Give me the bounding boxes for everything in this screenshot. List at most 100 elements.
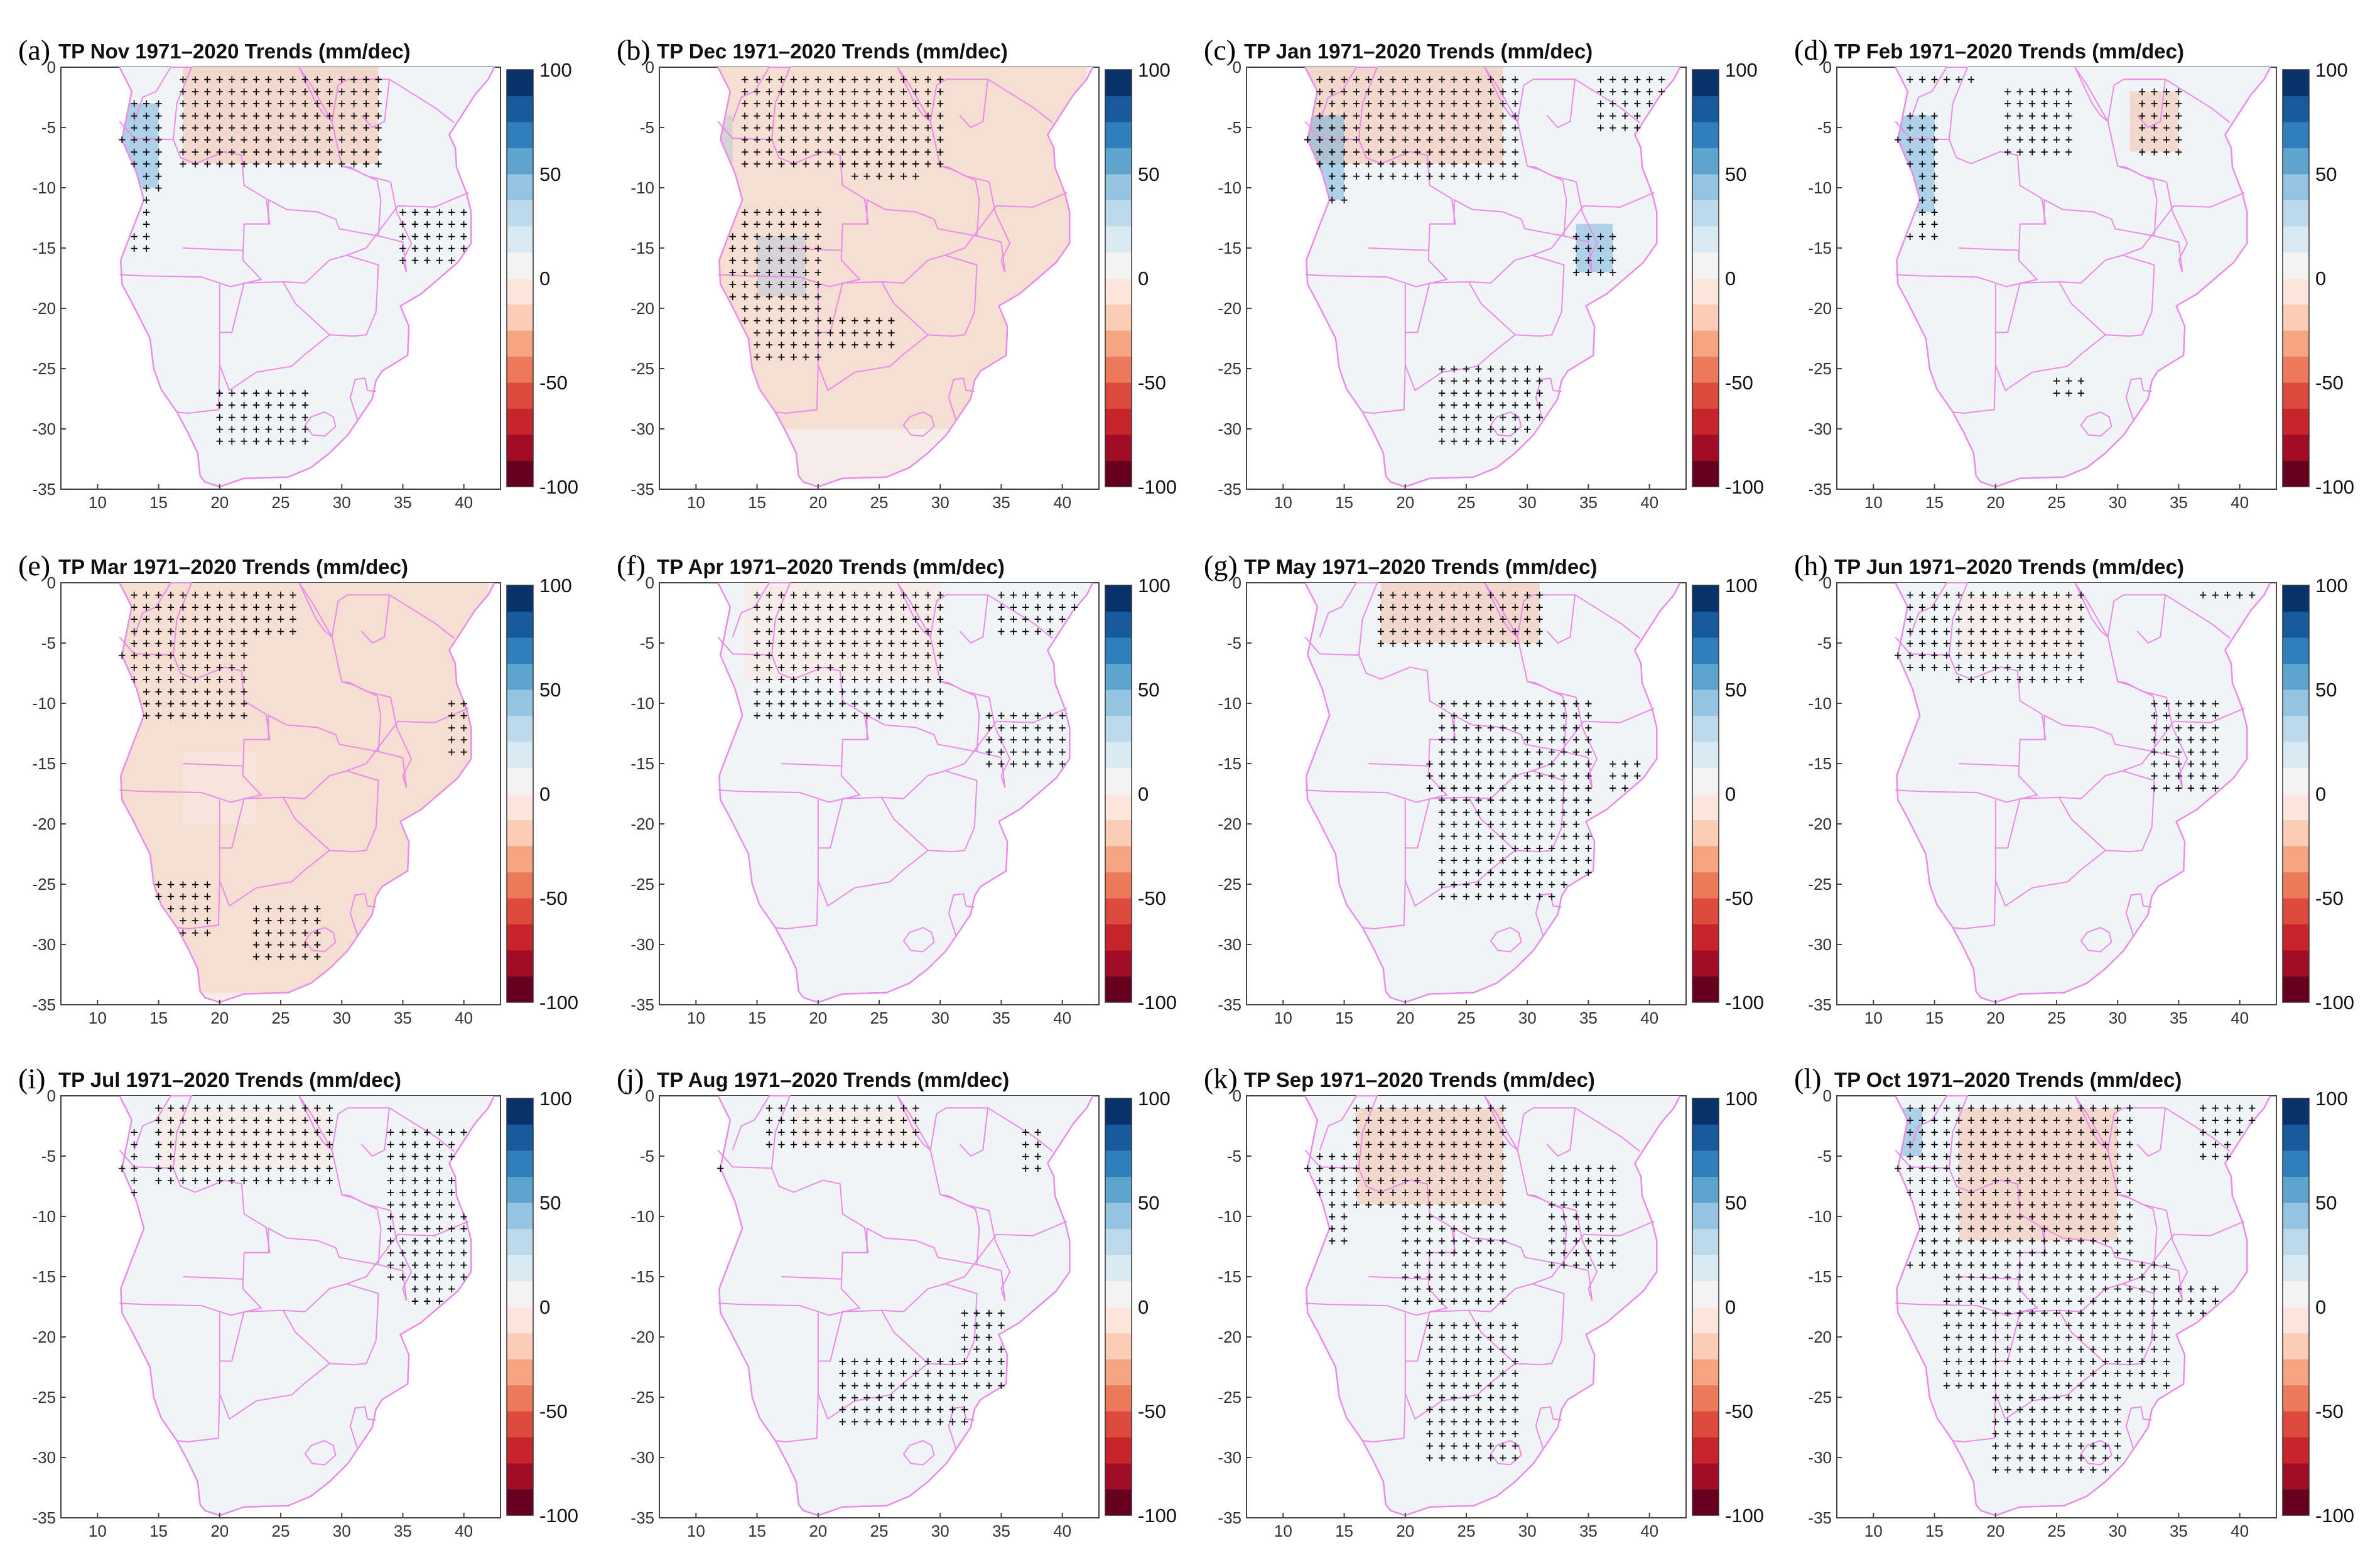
significance-plus: + (326, 144, 333, 159)
colorbar-swatch (507, 1228, 533, 1255)
significance-plus: + (1438, 756, 1446, 771)
significance-plus: + (1955, 587, 1962, 602)
significance-plus: + (216, 1100, 224, 1115)
colorbar-swatch (2283, 70, 2309, 96)
significance-plus: + (301, 433, 309, 448)
significance-plus: + (1451, 732, 1458, 747)
significance-plus: + (1621, 72, 1629, 87)
significance-plus: + (826, 1137, 834, 1152)
significance-plus: + (1438, 828, 1446, 843)
colorbar-tick-label: -100 (539, 476, 578, 498)
significance-plus: + (265, 587, 273, 602)
colorbar-swatch (1105, 200, 1132, 227)
significance-plus: + (1943, 647, 1950, 663)
significance-plus: + (1341, 108, 1348, 123)
significance-plus: + (2089, 1462, 2097, 1477)
significance-plus: + (1463, 156, 1470, 171)
significance-plus: + (754, 252, 761, 268)
significance-plus: + (1365, 108, 1372, 123)
significance-plus: + (802, 313, 809, 328)
significance-plus: + (1979, 636, 1987, 651)
significance-plus: + (1377, 96, 1385, 111)
country-border (1517, 594, 1640, 639)
x-tick-label: 15 (1335, 1522, 1353, 1540)
colorbar-swatch (1692, 820, 1719, 847)
significance-plus: + (411, 204, 419, 219)
map-panel: (d) TP Feb 1971–2020 Trends (mm/dec)+ + + + +… (1794, 34, 2354, 512)
significance-plus: + (1463, 804, 1470, 820)
y-tick-label: -10 (32, 694, 56, 713)
significance-plus: + (863, 144, 871, 159)
country-border (119, 1149, 271, 1316)
significance-plus: + (875, 132, 883, 147)
significance-plus: + (338, 144, 345, 159)
significance-plus: + (2151, 780, 2158, 795)
significance-plus: + (1463, 756, 1470, 771)
significance-plus: + (1931, 120, 1939, 135)
x-tick-label: 25 (2048, 1009, 2066, 1027)
colorbar-tick-label: -50 (539, 887, 568, 909)
significance-plus: + (1463, 144, 1470, 159)
significance-plus: + (167, 636, 175, 651)
significance-plus: + (1022, 624, 1029, 639)
colorbar-swatch (507, 174, 533, 200)
y-tick-label: -30 (630, 1448, 654, 1467)
significance-plus: + (2212, 587, 2219, 602)
significance-plus: + (1536, 409, 1544, 425)
significance-plus: + (1572, 804, 1580, 820)
significance-plus: + (1487, 624, 1495, 639)
significance-plus: + (301, 913, 309, 928)
significance-plus: + (2163, 756, 2170, 771)
significance-plus: + (118, 647, 126, 663)
country-border (1362, 284, 1406, 414)
significance-plus: + (1931, 108, 1939, 123)
significance-plus: + (1389, 636, 1397, 651)
significance-plus: + (936, 612, 944, 627)
significance-plus: + (814, 599, 822, 614)
colorbar-swatch (2283, 1385, 2309, 1412)
significance-plus: + (814, 132, 822, 147)
y-tick-label: 0 (47, 1086, 56, 1105)
significance-plus: + (1341, 120, 1348, 135)
colorbar-swatch (1692, 950, 1719, 976)
significance-plus: + (411, 229, 419, 244)
significance-plus: + (875, 156, 883, 171)
significance-plus: + (131, 96, 138, 111)
significance-plus: + (1512, 889, 1519, 904)
significance-plus: + (167, 612, 175, 627)
significance-plus: + (155, 684, 163, 699)
significance-plus: + (1943, 72, 1950, 87)
significance-plus: + (814, 612, 822, 627)
colorbar-swatch (1105, 1280, 1132, 1307)
significance-plus: + (1474, 768, 1482, 783)
significance-plus: + (936, 144, 944, 159)
significance-plus: + (265, 108, 273, 123)
significance-plus: + (301, 949, 309, 964)
significance-plus: + (2041, 587, 2048, 602)
y-tick-label: -10 (630, 694, 654, 713)
significance-plus: + (118, 132, 126, 147)
x-tick-label: 35 (992, 493, 1010, 512)
y-tick-label: 0 (646, 573, 654, 592)
colorbar-swatch (1692, 356, 1719, 383)
country-border (304, 927, 337, 953)
colorbar-swatch (1105, 382, 1132, 409)
significance-plus: + (1967, 1378, 1975, 1393)
significance-plus: + (1499, 624, 1506, 639)
x-tick-label: 20 (809, 493, 827, 512)
significance-plus: + (814, 647, 822, 663)
significance-plus: + (936, 1414, 944, 1429)
significance-plus: + (924, 156, 932, 171)
colorbar-frame (1692, 585, 1719, 1003)
significance-plus: + (2151, 696, 2158, 711)
significance-plus: + (1426, 84, 1434, 99)
significance-plus: + (1487, 361, 1495, 376)
significance-plus: + (2065, 144, 2072, 159)
significance-plus: + (777, 96, 785, 111)
significance-plus: + (814, 349, 822, 364)
significance-plus: + (1451, 398, 1458, 413)
significance-plus: + (2077, 587, 2085, 602)
significance-plus: + (765, 599, 773, 614)
significance-plus: + (875, 612, 883, 627)
significance-plus: + (765, 72, 773, 87)
